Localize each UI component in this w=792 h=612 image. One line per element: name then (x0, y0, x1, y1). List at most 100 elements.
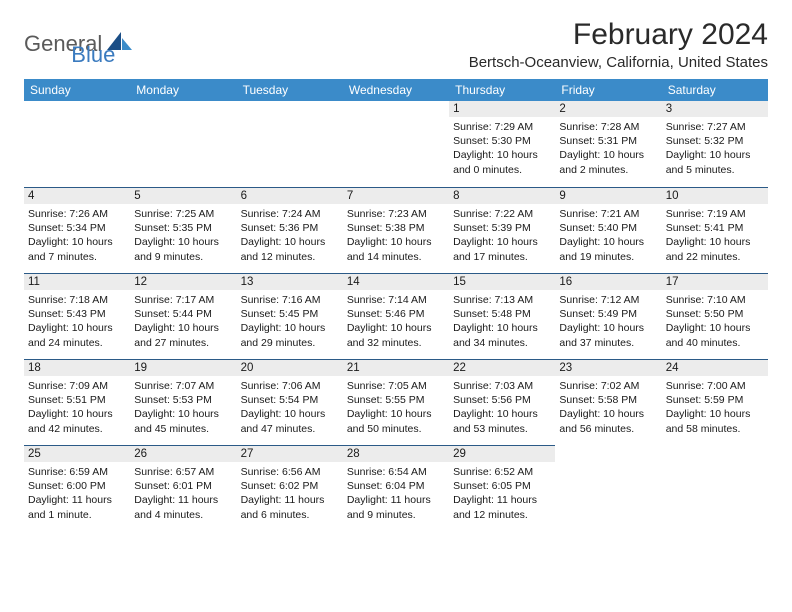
day-details: Sunrise: 6:59 AMSunset: 6:00 PMDaylight:… (24, 462, 130, 526)
calendar-day-cell: 26Sunrise: 6:57 AMSunset: 6:01 PMDayligh… (130, 445, 236, 531)
logo-text-blue: Blue (71, 42, 115, 68)
day-details: Sunrise: 7:29 AMSunset: 5:30 PMDaylight:… (449, 117, 555, 181)
calendar-day-cell: 19Sunrise: 7:07 AMSunset: 5:53 PMDayligh… (130, 359, 236, 445)
day-details: Sunrise: 7:03 AMSunset: 5:56 PMDaylight:… (449, 376, 555, 440)
day-number: 19 (130, 359, 236, 376)
day-number: 8 (449, 187, 555, 204)
weekday-header: Saturday (662, 79, 768, 101)
weekday-header: Sunday (24, 79, 130, 101)
day-details: Sunrise: 7:22 AMSunset: 5:39 PMDaylight:… (449, 204, 555, 268)
day-details: Sunrise: 7:00 AMSunset: 5:59 PMDaylight:… (662, 376, 768, 440)
day-number: 10 (662, 187, 768, 204)
day-number: 6 (237, 187, 343, 204)
day-details: Sunrise: 7:16 AMSunset: 5:45 PMDaylight:… (237, 290, 343, 354)
calendar-day-cell: 11Sunrise: 7:18 AMSunset: 5:43 PMDayligh… (24, 273, 130, 359)
calendar-week-row: 1Sunrise: 7:29 AMSunset: 5:30 PMDaylight… (24, 101, 768, 187)
day-details: Sunrise: 7:17 AMSunset: 5:44 PMDaylight:… (130, 290, 236, 354)
day-details: Sunrise: 7:25 AMSunset: 5:35 PMDaylight:… (130, 204, 236, 268)
day-details: Sunrise: 7:24 AMSunset: 5:36 PMDaylight:… (237, 204, 343, 268)
weekday-header: Wednesday (343, 79, 449, 101)
day-details: Sunrise: 7:12 AMSunset: 5:49 PMDaylight:… (555, 290, 661, 354)
day-details: Sunrise: 6:56 AMSunset: 6:02 PMDaylight:… (237, 462, 343, 526)
calendar-day-cell: 20Sunrise: 7:06 AMSunset: 5:54 PMDayligh… (237, 359, 343, 445)
day-number: 23 (555, 359, 661, 376)
calendar-week-row: 18Sunrise: 7:09 AMSunset: 5:51 PMDayligh… (24, 359, 768, 445)
calendar-day-cell: 9Sunrise: 7:21 AMSunset: 5:40 PMDaylight… (555, 187, 661, 273)
day-number: 27 (237, 445, 343, 462)
calendar-day-cell: 3Sunrise: 7:27 AMSunset: 5:32 PMDaylight… (662, 101, 768, 187)
day-details: Sunrise: 7:21 AMSunset: 5:40 PMDaylight:… (555, 204, 661, 268)
calendar-day-cell: 4Sunrise: 7:26 AMSunset: 5:34 PMDaylight… (24, 187, 130, 273)
calendar-day-cell: 1Sunrise: 7:29 AMSunset: 5:30 PMDaylight… (449, 101, 555, 187)
calendar-day-cell: 16Sunrise: 7:12 AMSunset: 5:49 PMDayligh… (555, 273, 661, 359)
day-number: 29 (449, 445, 555, 462)
calendar-day-cell (24, 101, 130, 187)
day-number: 2 (555, 101, 661, 117)
weekday-header: Monday (130, 79, 236, 101)
day-number: 18 (24, 359, 130, 376)
weekday-header: Tuesday (237, 79, 343, 101)
day-number: 24 (662, 359, 768, 376)
calendar-day-cell: 17Sunrise: 7:10 AMSunset: 5:50 PMDayligh… (662, 273, 768, 359)
calendar-day-cell (130, 101, 236, 187)
day-number: 22 (449, 359, 555, 376)
day-details: Sunrise: 7:26 AMSunset: 5:34 PMDaylight:… (24, 204, 130, 268)
calendar-day-cell: 29Sunrise: 6:52 AMSunset: 6:05 PMDayligh… (449, 445, 555, 531)
header: General Blue February 2024 Bertsch-Ocean… (24, 18, 768, 71)
day-details: Sunrise: 7:02 AMSunset: 5:58 PMDaylight:… (555, 376, 661, 440)
day-details: Sunrise: 6:54 AMSunset: 6:04 PMDaylight:… (343, 462, 449, 526)
day-details: Sunrise: 7:19 AMSunset: 5:41 PMDaylight:… (662, 204, 768, 268)
day-number: 3 (662, 101, 768, 117)
calendar-day-cell: 5Sunrise: 7:25 AMSunset: 5:35 PMDaylight… (130, 187, 236, 273)
calendar-day-cell: 13Sunrise: 7:16 AMSunset: 5:45 PMDayligh… (237, 273, 343, 359)
day-details: Sunrise: 6:57 AMSunset: 6:01 PMDaylight:… (130, 462, 236, 526)
day-number: 14 (343, 273, 449, 290)
day-number: 21 (343, 359, 449, 376)
calendar-table: SundayMondayTuesdayWednesdayThursdayFrid… (24, 79, 768, 531)
day-number: 9 (555, 187, 661, 204)
calendar-day-cell: 2Sunrise: 7:28 AMSunset: 5:31 PMDaylight… (555, 101, 661, 187)
day-details: Sunrise: 7:06 AMSunset: 5:54 PMDaylight:… (237, 376, 343, 440)
calendar-day-cell: 8Sunrise: 7:22 AMSunset: 5:39 PMDaylight… (449, 187, 555, 273)
calendar-day-cell: 18Sunrise: 7:09 AMSunset: 5:51 PMDayligh… (24, 359, 130, 445)
day-number: 17 (662, 273, 768, 290)
day-number: 1 (449, 101, 555, 117)
day-details: Sunrise: 7:13 AMSunset: 5:48 PMDaylight:… (449, 290, 555, 354)
calendar-day-cell: 10Sunrise: 7:19 AMSunset: 5:41 PMDayligh… (662, 187, 768, 273)
calendar-week-row: 25Sunrise: 6:59 AMSunset: 6:00 PMDayligh… (24, 445, 768, 531)
day-number: 7 (343, 187, 449, 204)
calendar-day-cell: 12Sunrise: 7:17 AMSunset: 5:44 PMDayligh… (130, 273, 236, 359)
day-number: 12 (130, 273, 236, 290)
day-number: 11 (24, 273, 130, 290)
calendar-day-cell: 23Sunrise: 7:02 AMSunset: 5:58 PMDayligh… (555, 359, 661, 445)
day-number: 15 (449, 273, 555, 290)
location: Bertsch-Oceanview, California, United St… (469, 54, 768, 71)
day-details: Sunrise: 7:05 AMSunset: 5:55 PMDaylight:… (343, 376, 449, 440)
day-details: Sunrise: 6:52 AMSunset: 6:05 PMDaylight:… (449, 462, 555, 526)
day-details: Sunrise: 7:09 AMSunset: 5:51 PMDaylight:… (24, 376, 130, 440)
day-number: 25 (24, 445, 130, 462)
calendar-day-cell: 6Sunrise: 7:24 AMSunset: 5:36 PMDaylight… (237, 187, 343, 273)
day-details: Sunrise: 7:07 AMSunset: 5:53 PMDaylight:… (130, 376, 236, 440)
calendar-day-cell (662, 445, 768, 531)
weekday-header: Friday (555, 79, 661, 101)
day-details: Sunrise: 7:27 AMSunset: 5:32 PMDaylight:… (662, 117, 768, 181)
calendar-day-cell: 24Sunrise: 7:00 AMSunset: 5:59 PMDayligh… (662, 359, 768, 445)
calendar-day-cell: 14Sunrise: 7:14 AMSunset: 5:46 PMDayligh… (343, 273, 449, 359)
weekday-header: Thursday (449, 79, 555, 101)
day-details: Sunrise: 7:14 AMSunset: 5:46 PMDaylight:… (343, 290, 449, 354)
day-details: Sunrise: 7:10 AMSunset: 5:50 PMDaylight:… (662, 290, 768, 354)
day-number: 28 (343, 445, 449, 462)
day-number: 26 (130, 445, 236, 462)
calendar-day-cell: 21Sunrise: 7:05 AMSunset: 5:55 PMDayligh… (343, 359, 449, 445)
calendar-day-cell: 27Sunrise: 6:56 AMSunset: 6:02 PMDayligh… (237, 445, 343, 531)
title-block: February 2024 Bertsch-Oceanview, Califor… (469, 18, 768, 71)
calendar-day-cell: 7Sunrise: 7:23 AMSunset: 5:38 PMDaylight… (343, 187, 449, 273)
calendar-day-cell (237, 101, 343, 187)
calendar-day-cell (343, 101, 449, 187)
day-number: 13 (237, 273, 343, 290)
calendar-day-cell: 22Sunrise: 7:03 AMSunset: 5:56 PMDayligh… (449, 359, 555, 445)
day-number: 20 (237, 359, 343, 376)
day-details: Sunrise: 7:18 AMSunset: 5:43 PMDaylight:… (24, 290, 130, 354)
calendar-day-cell: 15Sunrise: 7:13 AMSunset: 5:48 PMDayligh… (449, 273, 555, 359)
